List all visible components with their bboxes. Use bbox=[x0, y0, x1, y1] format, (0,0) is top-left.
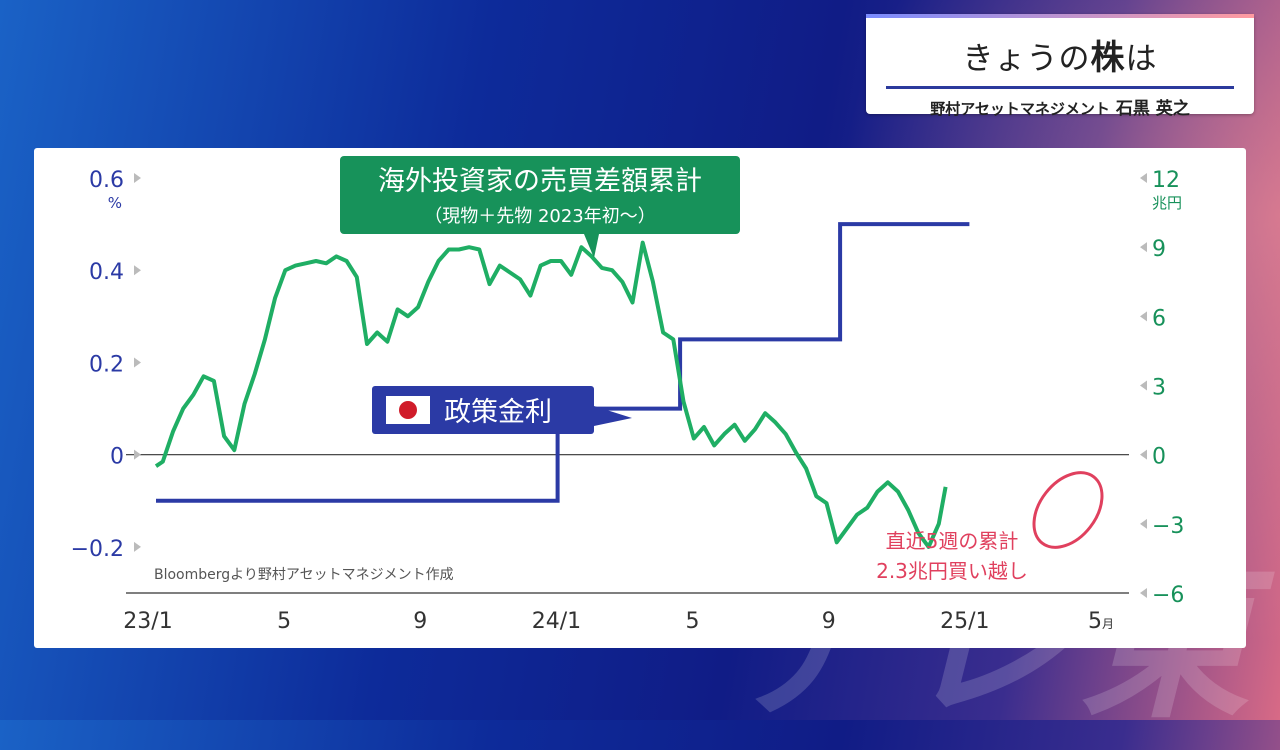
investor-flow-line bbox=[154, 240, 948, 549]
right-tick-label: 3 bbox=[1152, 376, 1166, 401]
left-tick-marker bbox=[134, 265, 141, 276]
right-tick-label: 9 bbox=[1152, 237, 1166, 262]
right-tick-marker bbox=[1140, 380, 1147, 391]
x-tick-label: 5月 bbox=[1088, 609, 1114, 634]
chart-panel: 0.6 0.4 0.2 0 −0.2% 12 9 6 3 0 −3 −6 兆円 23/1 5 9 24/1 5 9 2… bbox=[34, 148, 1246, 648]
right-axis-unit: 兆円 bbox=[1152, 194, 1182, 212]
title-callout-box bbox=[340, 156, 740, 234]
left-tick-label: 0.2 bbox=[89, 352, 124, 377]
left-tick-label: 0.4 bbox=[89, 260, 124, 285]
right-tick-label: 6 bbox=[1152, 306, 1166, 331]
right-tick-label: 0 bbox=[1152, 445, 1166, 470]
right-tick-label: 12 bbox=[1152, 168, 1180, 193]
annotation-line-2: 2.3兆円買い越し bbox=[876, 559, 1028, 583]
right-tick-marker bbox=[1140, 311, 1147, 322]
title-bold: 株 bbox=[1090, 38, 1126, 78]
title-prefix: きょうの bbox=[962, 41, 1091, 77]
title-accent-strip bbox=[866, 14, 1254, 18]
policy-rate-label: 政策金利 bbox=[444, 397, 552, 428]
x-tick-label: 9 bbox=[413, 609, 427, 634]
x-tick-label: 5 bbox=[686, 609, 700, 634]
policy-label-pointer bbox=[594, 406, 632, 426]
chart-svg: 0.6 0.4 0.2 0 −0.2% 12 9 6 3 0 −3 −6 兆円 23/1 5 9 24/1 5 9 2… bbox=[71, 156, 1184, 634]
x-tick-label: 23/1 bbox=[123, 609, 172, 634]
x-tick-label: 5 bbox=[277, 609, 291, 634]
title-suffix: は bbox=[1125, 41, 1158, 77]
japan-flag-disc bbox=[399, 401, 417, 419]
right-tick-marker bbox=[1140, 173, 1147, 183]
title-divider bbox=[886, 86, 1234, 89]
highlight-ellipse bbox=[1032, 471, 1104, 549]
left-tick-label: 0.6 bbox=[89, 168, 124, 193]
chart-title: 海外投資家の売買差額累計 bbox=[378, 166, 702, 197]
left-tick-marker bbox=[134, 449, 141, 460]
right-tick-marker bbox=[1140, 449, 1147, 460]
left-tick-label: −0.2 bbox=[71, 537, 124, 562]
x-tick-label: 25/1 bbox=[940, 609, 989, 634]
x-tick-label: 24/1 bbox=[532, 609, 581, 634]
right-tick-label: −6 bbox=[1152, 583, 1184, 608]
title-callout-pointer bbox=[584, 234, 599, 258]
source-note: Bloombergより野村アセットマネジメント作成 bbox=[154, 567, 454, 583]
left-axis-unit: % bbox=[108, 194, 122, 212]
right-tick-marker bbox=[1140, 242, 1147, 253]
annotation-line-1: 直近5週の累計 bbox=[886, 529, 1019, 553]
right-tick-marker bbox=[1140, 588, 1147, 598]
guest-name: 石黒 英之 bbox=[1115, 99, 1190, 119]
right-tick-marker bbox=[1140, 518, 1147, 529]
program-title-box: きょうの株は 野村アセットマネジメント 石黒 英之 bbox=[866, 14, 1254, 119]
guest-credit: 野村アセットマネジメント 石黒 英之 bbox=[866, 94, 1254, 119]
program-title: きょうの株は bbox=[866, 30, 1254, 79]
chart-subtitle: （現物＋先物 2023年初〜） bbox=[424, 206, 656, 227]
left-tick-marker bbox=[134, 541, 141, 552]
guest-company: 野村アセットマネジメント bbox=[930, 100, 1110, 118]
left-tick-marker bbox=[134, 173, 141, 183]
x-tick-suffix: 月 bbox=[1102, 617, 1114, 631]
x-tick-label: 9 bbox=[822, 609, 836, 634]
left-tick-marker bbox=[134, 357, 141, 368]
left-tick-label: 0 bbox=[110, 445, 124, 470]
right-tick-label: −3 bbox=[1152, 514, 1184, 539]
